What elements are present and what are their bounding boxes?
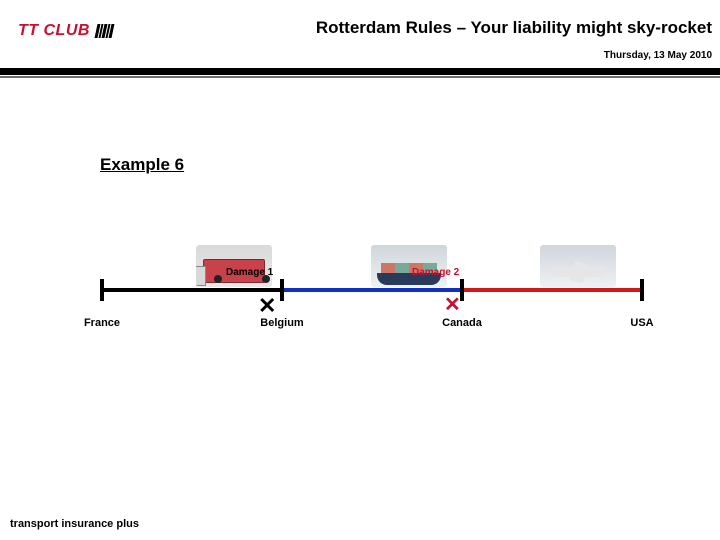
route-segment — [100, 288, 280, 292]
ship-icon — [371, 245, 447, 287]
location-label: France — [84, 317, 120, 329]
route-segment — [460, 288, 640, 292]
example-heading: Example 6 — [100, 155, 184, 175]
header-rule-thick — [0, 68, 720, 75]
transport-diagram: FranceBelgiumCanadaUSADamage 1✕Damage 2✕ — [100, 245, 660, 335]
damage-x-icon: ✕ — [258, 295, 276, 317]
footer-tagline: transport insurance plus — [10, 518, 139, 530]
slide-title: Rotterdam Rules – Your liability might s… — [316, 18, 712, 38]
slide-date: Thursday, 13 May 2010 — [604, 50, 712, 61]
damage-label: Damage 1 — [226, 267, 273, 278]
plane-icon — [540, 245, 616, 287]
logo-text: TT CLUB — [18, 22, 90, 40]
damage-label: Damage 2 — [412, 267, 459, 278]
slide-page: TT CLUB Rotterdam Rules – Your liability… — [0, 0, 720, 540]
truck-icon — [196, 245, 272, 287]
location-label: USA — [630, 317, 653, 329]
route-segment — [280, 288, 460, 292]
header-rule-thin — [0, 76, 720, 78]
damage-x-icon: ✕ — [444, 295, 461, 315]
route-tick — [280, 279, 284, 301]
route-tick — [100, 279, 104, 301]
location-label: Canada — [442, 317, 482, 329]
logo: TT CLUB — [18, 22, 113, 40]
location-label: Belgium — [260, 317, 303, 329]
route-tick — [640, 279, 644, 301]
logo-bars-icon — [94, 24, 114, 38]
header: TT CLUB Rotterdam Rules – Your liability… — [0, 0, 720, 60]
